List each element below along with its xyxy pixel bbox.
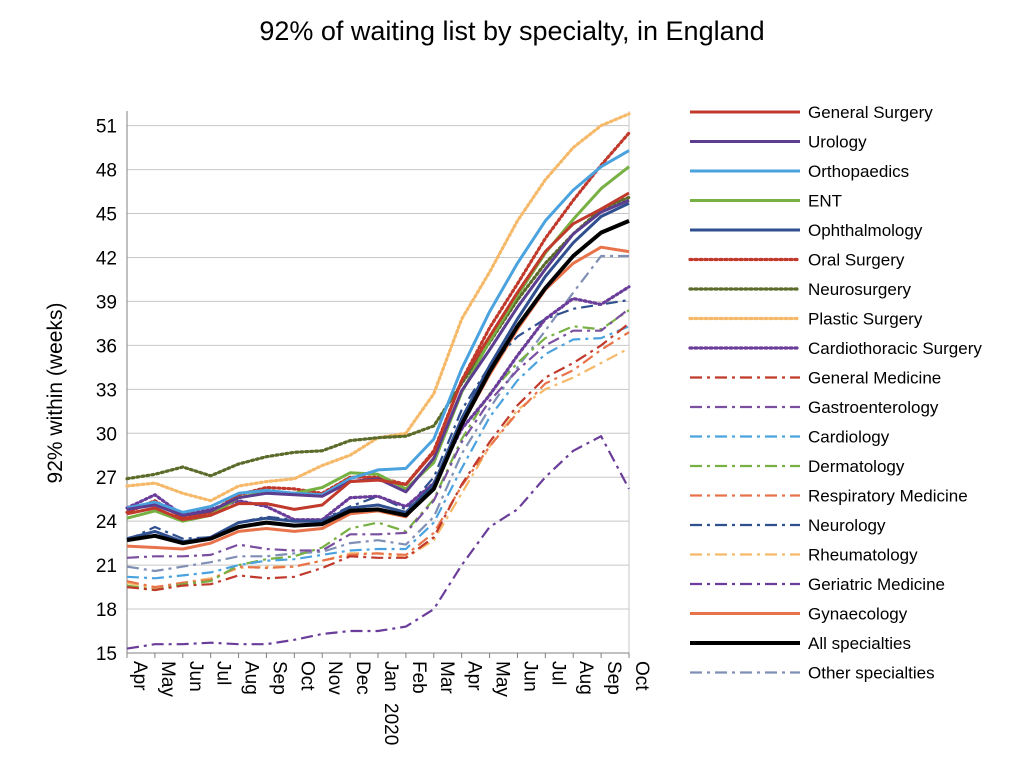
legend-label: Neurology [808,516,886,535]
y-tick-label: 36 [96,336,117,357]
legend-item-urology: Urology [690,133,867,152]
legend-label: General Surgery [808,103,933,122]
legend-item-respiratory-medicine: Respiratory Medicine [690,487,968,506]
x-tick-label: Apr [129,661,150,691]
legend-label: Orthopaedics [808,162,909,181]
series-line-neurosurgery [125,195,631,481]
series-line-general-medicine [126,322,630,592]
grid-layer [127,111,630,654]
x-tick-label: Jun [185,661,206,692]
x-tick-label: Sep [268,661,289,695]
legend-item-cardiology: Cardiology [690,428,890,447]
y-tick-label: 24 [96,512,118,533]
legend-label: Dermatology [808,457,905,476]
legend: General Surgery Urology Orthopaedics ENT Oph… [688,103,982,683]
legend-item-neurology: Neurology [690,516,886,535]
legend-item-ophthalmology: Ophthalmology [690,221,923,240]
legend-item-all-specialties: All specialties [690,634,911,653]
legend-item-rheumatology: Rheumatology [690,546,918,565]
y-tick-label: 21 [96,556,117,577]
legend-label: Other specialties [808,664,935,683]
series-layer [125,112,631,650]
series-line-gastroenterology [126,307,630,559]
y-tick-label: 33 [96,380,117,401]
x-tick-label: May [492,661,513,697]
x-tick-label: Dec [352,661,373,695]
legend-item-plastic-surgery: Plastic Surgery [688,310,923,329]
legend-label: Ophthalmology [808,221,923,240]
legend-label: Cardiothoracic Surgery [808,339,982,358]
x-tick-label: Mar [436,661,457,694]
x-tick-label: Jul [213,661,234,685]
y-tick-label: 30 [96,424,117,445]
legend-item-general-medicine: General Medicine [690,369,941,388]
x-tick-label: Oct [631,661,652,691]
series-line-dermatology [126,309,630,592]
legend-item-neurosurgery: Neurosurgery [688,280,911,299]
legend-item-cardiothoracic-surgery: Cardiothoracic Surgery [688,339,982,358]
legend-item-general-surgery: General Surgery [690,103,933,122]
legend-label: Rheumatology [808,546,918,565]
legend-label: Gynaecology [808,605,908,624]
x-tick-label: Jul [547,661,568,685]
legend-label: Gastroenterology [808,398,939,417]
y-tick-label: 42 [96,248,117,269]
x-tick-label: Jun [519,661,540,692]
x-year-label: 2020 [380,703,401,745]
x-tick-label: Aug [241,661,262,695]
legend-item-gastroenterology: Gastroenterology [690,398,939,417]
legend-item-ent: ENT [690,192,842,211]
legend-item-geriatric-medicine: Geriatric Medicine [690,575,945,594]
legend-label: Urology [808,133,867,152]
y-tick-label: 48 [96,161,117,182]
x-tick-label: Nov [324,661,345,695]
legend-label: Neurosurgery [808,280,911,299]
y-axis-label: 92% within (weeks) [44,303,67,484]
legend-label: Cardiology [808,428,890,447]
legend-item-dermatology: Dermatology [690,457,905,476]
series-line-general-surgery [126,191,630,522]
x-tick-label: Oct [296,661,317,691]
x-tick-label: Jan [380,661,401,692]
y-tick-label: 15 [96,644,117,665]
series-line-cardiothoracic-surgery [125,285,631,522]
x-tick-label: Sep [603,661,624,695]
x-tick-label: Apr [464,661,485,691]
y-tick-label: 18 [96,600,117,621]
y-tick-label: 39 [96,292,117,313]
legend-label: General Medicine [808,369,941,388]
x-tick-label: Feb [408,661,429,694]
legend-item-other-specialties: Other specialties [690,664,935,683]
series-line-other-specialties [126,254,629,573]
series-line-orthopaedics [126,149,630,514]
series-line-geriatric-medicine [126,435,630,650]
y-tick-label: 27 [96,468,117,489]
legend-item-gynaecology: Gynaecology [690,605,908,624]
legend-item-oral-surgery: Oral Surgery [688,251,905,270]
axis-layer: 15 18 21 24 27 30 33 36 39 42 45 48 51 Apr May Jun Jul Au… [96,111,652,745]
x-tick-label: Aug [575,661,596,695]
legend-label: Plastic Surgery [808,310,923,329]
chart-title: 92% of waiting list by specialty, in Eng… [259,16,765,46]
legend-label: Respiratory Medicine [808,487,968,506]
legend-label: Oral Surgery [808,251,905,270]
series-line-cardiology [126,325,630,580]
legend-item-orthopaedics: Orthopaedics [690,162,909,181]
legend-label: All specialties [808,634,911,653]
x-tick-label: May [157,661,178,697]
series-line-respiratory-medicine [126,331,630,589]
legend-label: ENT [808,192,842,211]
series-line-all-specialties [126,219,630,546]
series-line-oral-surgery [125,131,631,520]
legend-label: Geriatric Medicine [808,575,945,594]
series-line-plastic-surgery [125,112,631,503]
y-tick-label: 51 [96,117,117,138]
y-tick-label: 45 [96,205,117,226]
